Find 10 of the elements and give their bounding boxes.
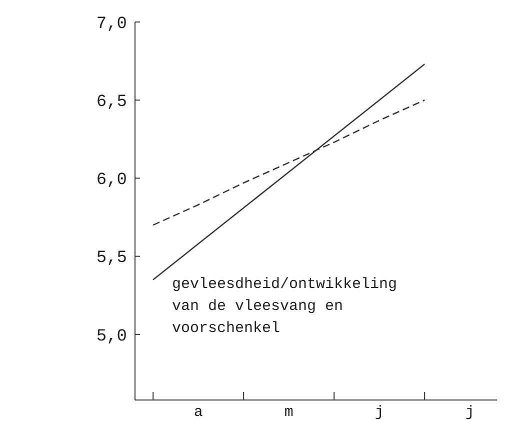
x-tick-label: m (284, 404, 294, 421)
y-tick-label: 5,5 (96, 249, 127, 268)
y-tick-label: 6,0 (96, 171, 127, 190)
x-tick-label: j (374, 404, 384, 421)
x-tick-label: j (465, 404, 474, 421)
y-tick-label: 6,5 (96, 93, 127, 112)
y-tick-label: 7,0 (96, 14, 127, 34)
x-tick-label: a (194, 404, 203, 421)
annotation: gevleesdheid/ontwikkeling van de vleesvang en voorschenkel (172, 276, 398, 337)
y-tick-label: 5,0 (96, 327, 127, 346)
